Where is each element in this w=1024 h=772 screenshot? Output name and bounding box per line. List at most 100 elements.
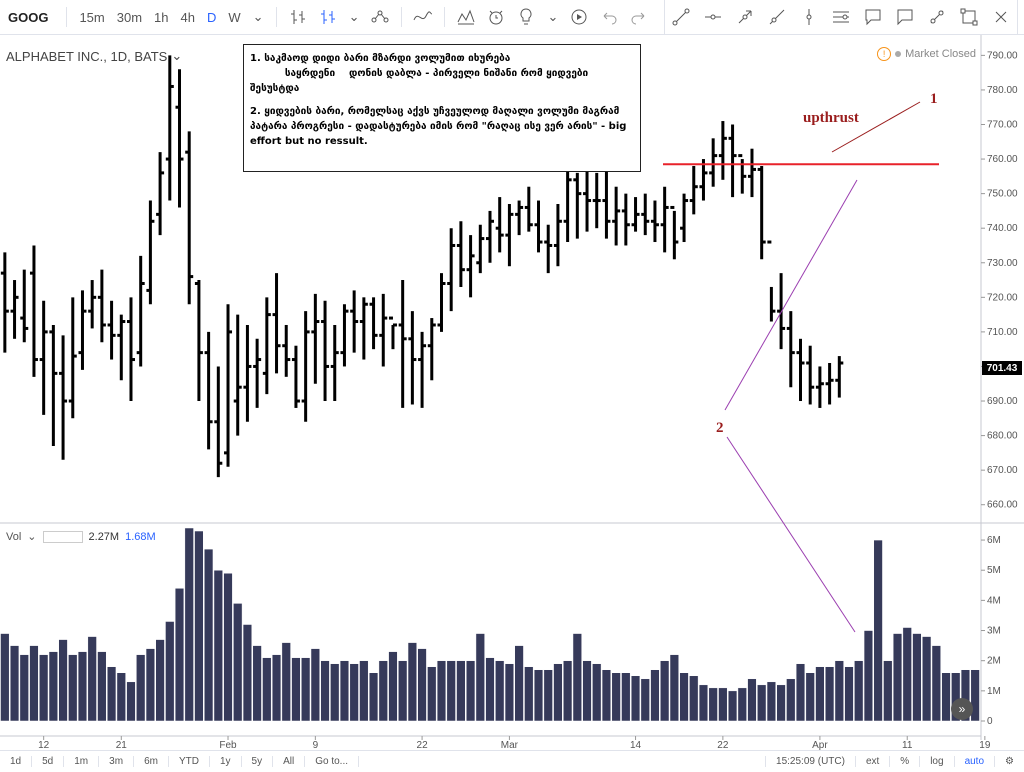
brush-icon[interactable] [921, 1, 953, 33]
volume-bar [87, 636, 97, 722]
balloon-icon[interactable] [889, 1, 921, 33]
volume-bar [543, 669, 553, 722]
series-title[interactable]: ALPHABET INC., 1D, BATS [6, 48, 168, 64]
settings-gear-icon[interactable]: ⚙ [994, 756, 1024, 767]
interval-d[interactable]: D [206, 9, 217, 25]
price-tick-label: 670.00 [987, 465, 1018, 476]
time-tick-label: 9 [313, 740, 319, 750]
ohlc-bar [612, 186, 621, 246]
ideas-dropdown-icon[interactable]: ⌄ [547, 9, 559, 24]
range-5d[interactable]: 5d [32, 756, 65, 767]
warning-icon: ! [877, 47, 892, 61]
volume-bar [155, 639, 165, 722]
replay-icon[interactable] [568, 6, 590, 28]
volume-label[interactable]: Vol [6, 530, 22, 543]
parallel-channel-icon[interactable] [825, 1, 857, 33]
ray-icon[interactable] [761, 1, 793, 33]
callout-icon[interactable] [857, 1, 889, 33]
volume-bar [650, 669, 660, 722]
volume-bar [951, 672, 961, 722]
ohlc-bar [427, 318, 436, 381]
undo-icon[interactable] [598, 6, 620, 28]
ohlc-bar [0, 252, 9, 353]
ohlc-bar [340, 304, 349, 367]
volume-bar [465, 660, 476, 722]
volume-bar [427, 666, 437, 722]
market-status-text: Market Closed [905, 48, 976, 60]
volume-bar [398, 660, 408, 722]
templates-icon[interactable] [455, 6, 477, 28]
interval-4h[interactable]: 4h [180, 9, 195, 25]
range-1d[interactable]: 1d [0, 756, 33, 767]
ohlc-bar [20, 269, 29, 343]
compare-icon[interactable] [369, 6, 391, 28]
volume-bar [349, 663, 359, 722]
range-3m[interactable]: 3m [99, 756, 135, 767]
legend-dropdown-icon[interactable]: ⌄ [171, 48, 183, 63]
ohlc-bar [243, 324, 252, 422]
price-tick-label: 710.00 [987, 327, 1018, 338]
range-all[interactable]: All [273, 756, 306, 767]
interval-30m[interactable]: 30m [116, 9, 143, 25]
indicators-icon[interactable] [412, 6, 434, 28]
ohlc-bar [224, 304, 233, 467]
horizontal-line-icon[interactable] [697, 1, 729, 33]
bar-style-icon[interactable] [287, 6, 309, 28]
range-ytd[interactable]: YTD [169, 756, 210, 767]
range-6m[interactable]: 6m [134, 756, 169, 767]
ohlc-bar [680, 193, 689, 243]
volume-bar [9, 645, 20, 722]
time-tick-label: 22 [717, 740, 729, 750]
volume-tick-label: 5M [987, 565, 1001, 576]
alert-icon[interactable] [485, 6, 507, 28]
range-5y[interactable]: 5y [242, 756, 274, 767]
volume-dropdown-icon[interactable]: ⌄ [27, 531, 37, 543]
ohlc-bars-icon[interactable] [317, 6, 339, 28]
volume-bar [689, 675, 699, 722]
close-icon[interactable] [985, 1, 1017, 33]
interval-w[interactable]: W [228, 9, 241, 25]
ohlc-bar [146, 200, 155, 305]
volume-bar [601, 669, 612, 722]
chart-type-dropdown-icon[interactable]: ⌄ [348, 9, 360, 24]
ideas-lightbulb-icon[interactable] [515, 6, 537, 28]
volume-bar [106, 666, 117, 722]
vertical-line-icon[interactable] [793, 1, 825, 33]
volume-settings-icon[interactable] [42, 530, 83, 543]
volume-tick-label: 6M [987, 535, 1001, 546]
ohlc-bar [97, 269, 106, 343]
text-note-box[interactable]: 1. საკმაოდ დიდი ბარი მზარდი ვოლუმით იხურ… [243, 44, 641, 172]
volume-bar [873, 539, 883, 722]
volume-bar [592, 663, 602, 722]
volume-bar [844, 666, 854, 722]
range-1y[interactable]: 1y [210, 756, 242, 767]
volume-value-2: 1.68M [125, 530, 156, 543]
interval-1h[interactable]: 1h [154, 9, 169, 25]
ohlc-bar [10, 280, 19, 339]
log-toggle[interactable]: log [919, 756, 953, 767]
interval-15m[interactable]: 15m [79, 9, 105, 25]
toolbar-divider [275, 7, 277, 27]
ohlc-bar [524, 186, 533, 232]
interval-dropdown-icon[interactable]: ⌄ [252, 9, 264, 24]
trend-line-icon[interactable] [665, 1, 697, 33]
volume-bar [747, 678, 757, 722]
ext-toggle[interactable]: ext [854, 756, 889, 767]
redo-icon[interactable] [628, 6, 650, 28]
percent-toggle[interactable]: % [889, 756, 919, 767]
ohlc-bar [718, 121, 727, 180]
volume-bar [271, 654, 282, 722]
rectangle-icon[interactable] [953, 1, 985, 33]
ohlc-bar [670, 205, 679, 260]
auto-toggle[interactable]: auto [953, 756, 994, 767]
time-tick-label: 11 [902, 740, 913, 750]
symbol-search[interactable]: GOOG [8, 9, 49, 25]
volume-bar [766, 681, 776, 722]
goto-date[interactable]: Go to... [305, 756, 360, 767]
range-1m[interactable]: 1m [64, 756, 100, 767]
arrow-line-icon[interactable] [729, 1, 761, 33]
market-closed-dot-icon [895, 51, 902, 57]
ohlc-bar [291, 345, 300, 408]
scroll-to-realtime-icon[interactable]: » [951, 698, 973, 720]
ohlc-bar [466, 235, 475, 298]
